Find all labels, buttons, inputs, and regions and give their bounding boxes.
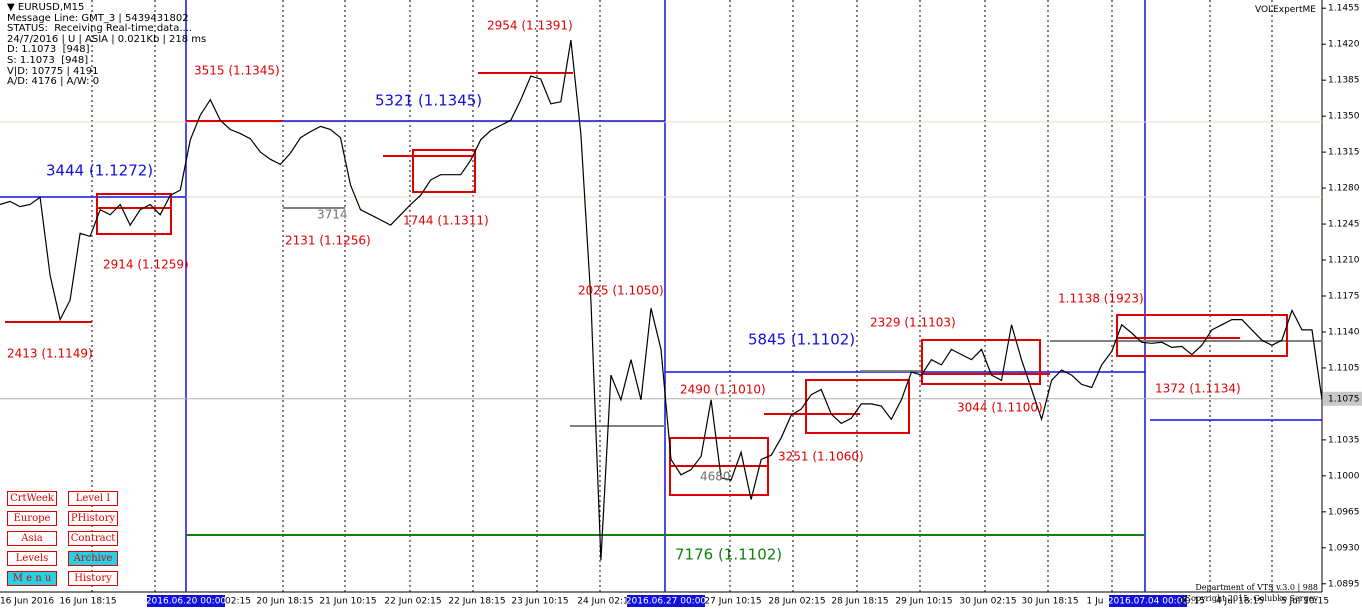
info-line: 24/7/2016 | U | ASIA | 0.021Kb | 218 ms xyxy=(7,33,207,45)
info-line: Message Line: GMT_3 | 5439431802 xyxy=(7,12,189,24)
price-line xyxy=(0,40,1323,561)
footer-line: Department of VTS v.3.0 | 988 xyxy=(1195,583,1318,592)
annotation: 3714 xyxy=(317,208,348,222)
range-box xyxy=(412,149,476,193)
last-price-box xyxy=(1323,391,1362,406)
x-tick-label: 21 Jun 10:15 xyxy=(319,597,376,607)
y-tick-label: 1.1035 xyxy=(1328,435,1360,445)
panel-button[interactable]: CrtWeek xyxy=(7,491,57,506)
info-line: S: 1.1073 [948] xyxy=(7,54,89,66)
annotation: 2954 (1.1391) xyxy=(487,19,573,33)
indicator-name: VOLExpertME xyxy=(1254,5,1316,15)
footer-line: Copyright 2015, Golubko Sergey xyxy=(1184,594,1318,603)
info-panel: ▼ EURUSD,M15 Message Line: GMT_3 | 543943… xyxy=(7,2,207,88)
annotation: 4680 xyxy=(700,470,731,484)
x-tick-label: 27 Jun 10:15 xyxy=(704,597,761,607)
x-tick-label: 29 Jun 10:15 xyxy=(895,597,952,607)
y-tick-label: 1.1175 xyxy=(1328,292,1360,302)
y-tick-label: 1.0930 xyxy=(1328,543,1360,553)
info-line: A/D: 4176 | A/W: 0 xyxy=(7,76,100,88)
last-price-label: 1.1075 xyxy=(1328,394,1360,404)
y-tick-label: 1.1455 xyxy=(1328,4,1360,14)
panel-button[interactable]: Contract xyxy=(68,531,118,546)
panel-button[interactable]: History xyxy=(68,571,118,586)
y-tick-label: 1.0965 xyxy=(1328,507,1360,517)
x-tick-label: 4 Jul 18:15 xyxy=(1216,597,1264,607)
annotation: 2490 (1.1010) xyxy=(680,383,766,397)
x-tick-label: 2016.06.20 00:00 xyxy=(146,597,227,607)
y-tick-label: 1.1315 xyxy=(1328,148,1360,158)
range-box xyxy=(96,193,172,235)
annotation: 1.1138 (1923) xyxy=(1058,292,1144,306)
y-tick-label: 1.1385 xyxy=(1328,76,1360,86)
x-tick-label: 30 Jun 02:15 xyxy=(959,597,1016,607)
range-box xyxy=(805,379,910,434)
y-tick-label: 1.1210 xyxy=(1328,256,1360,266)
x-tick-label: 20 Jun 18:15 xyxy=(256,597,313,607)
y-tick-label: 1.1245 xyxy=(1328,220,1360,230)
annotation: 2329 (1.1103) xyxy=(870,316,956,330)
panel-button[interactable]: Asia xyxy=(7,531,57,546)
x-tick-label: 30 Jun 18:15 xyxy=(1021,597,1078,607)
x-tick-label: 5 Jul 10:15 xyxy=(1281,597,1329,607)
y-tick-label: 1.1140 xyxy=(1328,327,1360,337)
x-marker-box xyxy=(147,595,225,607)
x-tick-label: 22 Jun 02:15 xyxy=(384,597,441,607)
annotation: 7176 (1.1102) xyxy=(675,546,782,564)
info-line: STATUS: Receiving Real-time data.... xyxy=(7,23,193,35)
info-line: V|D: 10775 | 4191 xyxy=(7,65,99,77)
annotation: 1744 (1.1311) xyxy=(403,214,489,228)
y-tick-label: 1.1350 xyxy=(1328,112,1360,122)
panel-button[interactable]: Europe xyxy=(7,511,57,526)
panel-button[interactable]: Levels xyxy=(7,551,57,566)
x-marker-box xyxy=(627,595,705,607)
panel-button[interactable]: Level I xyxy=(68,491,118,506)
x-tick-label: 23 Jun 10:15 xyxy=(511,597,568,607)
x-tick-label: 28 Jun 02:15 xyxy=(768,597,825,607)
x-marker-box xyxy=(1109,595,1187,607)
annotation: 5321 (1.1345) xyxy=(375,92,482,110)
annotation: 3444 (1.1272) xyxy=(46,162,153,180)
symbol-text: EURUSD,M15 xyxy=(17,2,85,13)
range-box xyxy=(921,339,1041,385)
range-box xyxy=(1116,314,1288,357)
annotation: 5845 (1.1102) xyxy=(748,331,855,349)
annotation: 2131 (1.1256) xyxy=(285,234,371,248)
annotation: 2025 (1.1050) xyxy=(578,284,664,298)
annotation: 2413 (1.1149) xyxy=(7,347,93,361)
panel-button[interactable]: M e n u xyxy=(7,571,57,586)
panel-button[interactable]: Archive xyxy=(68,551,118,566)
panel-button[interactable]: PHistory xyxy=(68,511,118,526)
x-tick-label: 00:15 xyxy=(1179,597,1205,607)
range-box xyxy=(669,437,769,496)
x-tick-label: 28 Jun 18:15 xyxy=(831,597,888,607)
y-tick-label: 1.1105 xyxy=(1328,363,1360,373)
x-tick-label: 02:15 xyxy=(225,597,251,607)
x-tick-label: 2016.07.04 00:00 xyxy=(1108,597,1189,607)
annotation: 1372 (1.1134) xyxy=(1155,382,1241,396)
x-tick-label: 22 Jun 18:15 xyxy=(448,597,505,607)
x-tick-label: 16 Jun 2016 xyxy=(0,597,54,607)
annotation: 3251 (1.1060) xyxy=(778,450,864,464)
x-tick-label: 24 Jun 02:1 xyxy=(577,597,628,607)
y-tick-label: 1.1000 xyxy=(1328,471,1360,481)
x-tick-label: 16 Jun 18:15 xyxy=(59,597,116,607)
y-tick-label: 1.1280 xyxy=(1328,184,1360,194)
annotation: 3044 (1.1100) xyxy=(957,401,1043,415)
annotation: 3515 (1.1345) xyxy=(194,64,280,78)
info-line: D: 1.1073 [948] xyxy=(7,44,90,56)
y-tick-label: 1.1420 xyxy=(1328,40,1360,50)
symbol: ▼ EURUSD,M15 xyxy=(7,2,85,13)
y-tick-label: 1.0895 xyxy=(1328,579,1360,589)
x-tick-label: 1 Ju xyxy=(1087,597,1104,607)
annotation: 2914 (1.1259) xyxy=(103,258,189,272)
x-tick-label: 2016.06.27 00:00 xyxy=(626,597,707,607)
